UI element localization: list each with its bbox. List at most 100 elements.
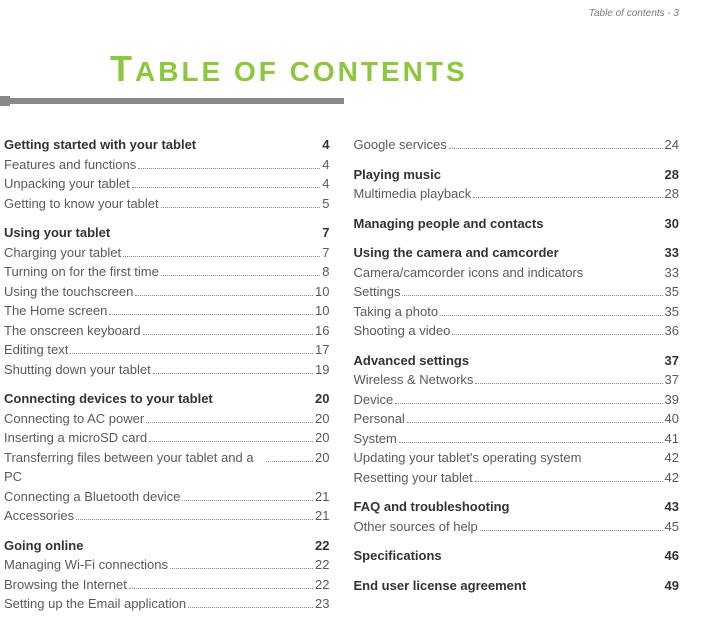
toc-entry-label: System: [354, 429, 397, 449]
toc-entry-page: 7: [322, 243, 329, 263]
toc-entry-page: 42: [665, 448, 679, 468]
toc-entry-page: 20: [315, 409, 329, 429]
title-rule: [4, 98, 344, 104]
toc-entry-label: Editing text: [4, 340, 68, 360]
toc-heading-spacer: [442, 546, 659, 566]
toc-heading-page: 7: [322, 223, 329, 243]
toc-entry: Turning on for the first time 8: [4, 262, 330, 282]
toc-heading-page: 22: [315, 536, 329, 556]
toc-entry-leader-dots: [161, 275, 320, 276]
toc-entry-page: 41: [665, 429, 679, 449]
toc-entry: Connecting a Bluetooth device21: [4, 487, 330, 507]
toc-entry-leader-dots: [123, 256, 320, 257]
toc-entry-page: 8: [322, 262, 329, 282]
toc-heading-label: Managing people and contacts: [354, 214, 544, 234]
toc-heading-page: 30: [665, 214, 679, 234]
toc-entry-page: 45: [665, 517, 679, 537]
toc-entry-label: Device: [354, 390, 394, 410]
toc-entry: The Home screen10: [4, 301, 330, 321]
toc-entry-label: Shutting down your tablet: [4, 360, 151, 380]
toc-entry-label: Settings: [354, 282, 401, 302]
toc-entry: Wireless & Networks37: [354, 370, 680, 390]
toc-section-heading: FAQ and troubleshooting43: [354, 497, 680, 517]
toc-heading-page: 37: [665, 351, 679, 371]
toc-column-right: Google services 24 Playing music28Multimed…: [354, 135, 680, 614]
toc-entry: System 41: [354, 429, 680, 449]
toc-section-heading: Getting started with your tablet4: [4, 135, 330, 155]
toc-heading-spacer: [441, 165, 659, 185]
toc-entry-page: 23: [315, 594, 329, 614]
toc-entry-leader-dots: [402, 295, 662, 296]
toc-entry: Resetting your tablet42: [354, 468, 680, 488]
toc-entry-leader-dots: [449, 148, 663, 149]
toc-entry-label: Google services: [354, 135, 447, 155]
toc-entry: Multimedia playback28: [354, 184, 680, 204]
toc-entry: The onscreen keyboard16: [4, 321, 330, 341]
toc-section-heading: Going online 22: [4, 536, 330, 556]
toc-heading-spacer: [213, 389, 309, 409]
toc-entry-label: Wireless & Networks: [354, 370, 474, 390]
toc-entry-page: 21: [315, 487, 329, 507]
toc-entry: Accessories21: [4, 506, 330, 526]
toc-entry-label: Getting to know your tablet: [4, 194, 159, 214]
toc-heading-page: 43: [665, 497, 679, 517]
toc-entry-page: 35: [665, 282, 679, 302]
toc-heading-label: Connecting devices to your tablet: [4, 389, 213, 409]
toc-entry-leader-dots: [135, 295, 313, 296]
toc-entry: Transferring files between your tablet a…: [4, 448, 330, 487]
toc-heading-page: 20: [315, 389, 329, 409]
toc-entry-leader-dots: [266, 461, 313, 462]
toc-entry-leader-dots: [395, 403, 662, 404]
toc-entry: Shutting down your tablet 19: [4, 360, 330, 380]
toc-entry: Other sources of help 45: [354, 517, 680, 537]
toc-entry: Updating your tablet's operating system 4…: [354, 448, 680, 468]
toc-entry-page: 22: [315, 555, 329, 575]
toc-entry-page: 24: [665, 135, 679, 155]
toc-entry-page: 10: [315, 282, 329, 302]
toc-entry-leader-dots: [109, 314, 313, 315]
toc-entry-label: Inserting a microSD card: [4, 428, 147, 448]
toc-heading-page: 4: [322, 135, 329, 155]
toc-entry-leader-dots: [480, 530, 663, 531]
toc-entry-leader-dots: [143, 334, 313, 335]
toc-entry-page: 22: [315, 575, 329, 595]
toc-entry-leader-dots: [170, 568, 313, 569]
page-header-label: Table of contents - 3: [589, 8, 679, 19]
toc-heading-label: Going online: [4, 536, 83, 556]
toc-entry-leader-dots: [407, 422, 663, 423]
toc-heading-label: End user license agreement: [354, 576, 527, 596]
toc-section-heading: Using the camera and camcorder33: [354, 243, 680, 263]
toc-section-heading: Using your tablet 7: [4, 223, 330, 243]
toc-entry-label: Taking a photo: [354, 302, 439, 322]
toc-entry-label: Updating your tablet's operating system: [354, 448, 582, 468]
toc-heading-label: Using your tablet: [4, 223, 110, 243]
toc-entry-page: 20: [315, 428, 329, 448]
toc-entry: Personal40: [354, 409, 680, 429]
toc-heading-label: Advanced settings: [354, 351, 470, 371]
toc-entry-label: Transferring files between your tablet a…: [4, 448, 264, 487]
toc-entry-page: 33: [665, 263, 679, 283]
toc-entry: Charging your tablet 7: [4, 243, 330, 263]
toc-entry-label: Shooting a video: [354, 321, 451, 341]
toc-entry: Google services 24: [354, 135, 680, 155]
toc-entry-label: Other sources of help: [354, 517, 478, 537]
toc-entry-page: 19: [315, 360, 329, 380]
toc-entry-page: 20: [315, 448, 329, 468]
toc-section-heading: Playing music28: [354, 165, 680, 185]
toc-heading-spacer: [196, 135, 316, 155]
toc-section-heading: Specifications46: [354, 546, 680, 566]
toc-entry-leader-dots: [452, 334, 662, 335]
toc-heading-spacer: [543, 214, 658, 234]
toc-entry-leader-dots: [473, 197, 662, 198]
toc-entry-label: Charging your tablet: [4, 243, 121, 263]
toc-entry: Inserting a microSD card 20: [4, 428, 330, 448]
toc-entry-leader-dots: [153, 373, 313, 374]
toc-section-heading: End user license agreement49: [354, 576, 680, 596]
toc-entry-label: Connecting to AC power: [4, 409, 144, 429]
toc-entry-page: 10: [315, 301, 329, 321]
toc-entry-page: 35: [665, 302, 679, 322]
toc-entry-label: Turning on for the first time: [4, 262, 159, 282]
toc-title-rest: ABLE OF CONTENTS: [135, 56, 468, 87]
toc-entry: Unpacking your tablet4: [4, 174, 330, 194]
toc-entry: Shooting a video36: [354, 321, 680, 341]
